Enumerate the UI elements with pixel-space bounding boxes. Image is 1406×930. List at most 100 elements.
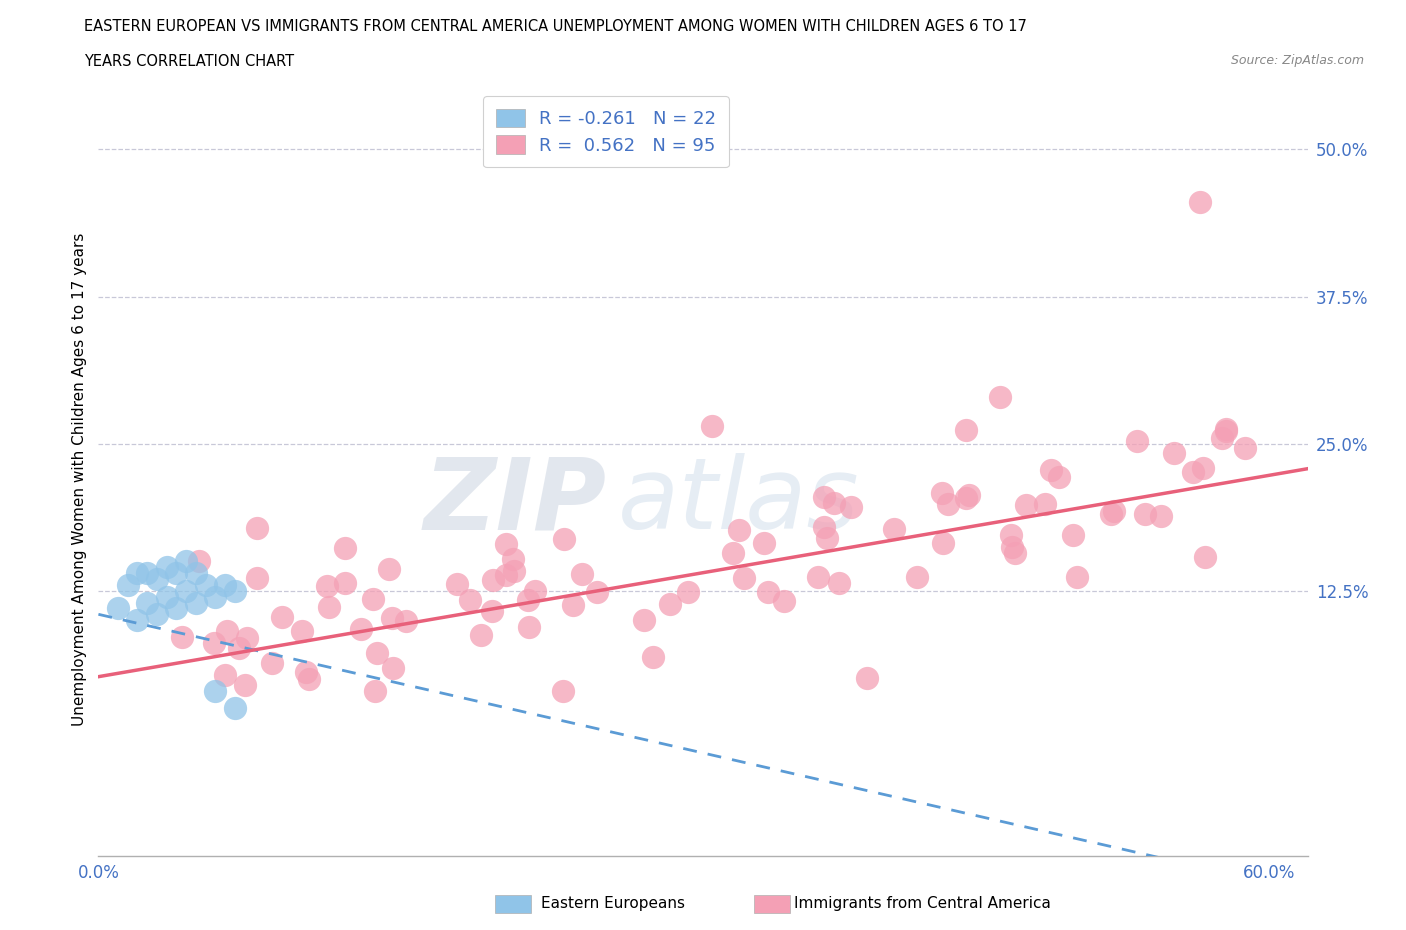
Point: [107, 601, 129, 616]
Point: [156, 590, 179, 604]
Point: [335, 540, 357, 555]
Point: [335, 576, 357, 591]
Point: [955, 490, 977, 505]
Point: [586, 585, 609, 600]
Point: [165, 565, 187, 580]
Text: YEARS CORRELATION CHART: YEARS CORRELATION CHART: [84, 54, 294, 69]
Point: [988, 390, 1011, 405]
Point: [224, 583, 246, 598]
Y-axis label: Unemployment Among Women with Children Ages 6 to 17 years: Unemployment Among Women with Children A…: [72, 232, 87, 725]
Text: Source: ZipAtlas.com: Source: ZipAtlas.com: [1230, 54, 1364, 67]
Point: [1233, 441, 1256, 456]
Point: [502, 551, 524, 566]
Point: [702, 418, 724, 433]
Text: Eastern Europeans: Eastern Europeans: [541, 897, 685, 911]
Point: [813, 520, 835, 535]
Point: [204, 684, 226, 698]
Point: [194, 578, 217, 592]
Point: [1133, 507, 1156, 522]
Point: [262, 656, 284, 671]
Point: [377, 562, 399, 577]
Point: [297, 672, 319, 687]
Point: [641, 650, 664, 665]
Point: [1150, 509, 1173, 524]
Point: [165, 601, 187, 616]
Point: [1062, 527, 1084, 542]
Point: [938, 497, 960, 512]
Point: [156, 560, 179, 575]
Point: [246, 521, 269, 536]
Point: [1163, 445, 1185, 460]
Point: [361, 591, 384, 606]
Point: [932, 535, 955, 550]
Point: [245, 570, 267, 585]
Point: [721, 546, 744, 561]
Point: [517, 619, 540, 634]
Point: [136, 565, 159, 580]
Point: [1066, 569, 1088, 584]
Point: [470, 628, 492, 643]
Point: [495, 567, 517, 582]
Point: [364, 684, 387, 698]
Point: [481, 604, 503, 618]
Point: [174, 554, 197, 569]
Point: [224, 701, 246, 716]
Point: [1004, 545, 1026, 560]
Point: [446, 577, 468, 591]
Point: [815, 531, 838, 546]
Point: [1047, 470, 1070, 485]
Point: [676, 584, 699, 599]
Legend: R = -0.261   N = 22, R =  0.562   N = 95: R = -0.261 N = 22, R = 0.562 N = 95: [484, 97, 730, 167]
Point: [1215, 423, 1237, 438]
Point: [813, 490, 835, 505]
Point: [1125, 433, 1147, 448]
Point: [807, 569, 830, 584]
Point: [458, 592, 481, 607]
Point: [117, 578, 139, 592]
Point: [1211, 431, 1233, 445]
Point: [1033, 497, 1056, 512]
Point: [905, 569, 928, 584]
Point: [659, 596, 682, 611]
Text: Immigrants from Central America: Immigrants from Central America: [794, 897, 1052, 911]
Point: [756, 584, 779, 599]
Point: [214, 668, 236, 683]
Point: [633, 613, 655, 628]
Point: [214, 578, 236, 592]
Point: [481, 573, 503, 588]
Point: [1015, 498, 1038, 512]
Point: [1000, 528, 1022, 543]
Point: [350, 621, 373, 636]
Point: [202, 635, 225, 650]
Point: [215, 624, 238, 639]
Point: [395, 614, 418, 629]
Point: [184, 565, 207, 580]
Point: [553, 531, 575, 546]
Point: [172, 630, 194, 644]
Point: [316, 578, 339, 593]
Point: [136, 595, 159, 610]
Text: atlas: atlas: [619, 453, 860, 550]
Point: [318, 599, 340, 614]
Point: [1099, 506, 1122, 521]
Point: [855, 671, 877, 685]
Point: [366, 645, 388, 660]
Point: [955, 422, 977, 437]
Point: [883, 522, 905, 537]
Point: [823, 496, 845, 511]
Point: [1102, 503, 1125, 518]
Point: [931, 485, 953, 500]
Point: [957, 487, 980, 502]
Point: [174, 583, 197, 598]
Point: [228, 641, 250, 656]
Point: [551, 684, 574, 698]
Point: [733, 570, 755, 585]
Point: [495, 537, 517, 551]
Point: [291, 623, 314, 638]
Point: [517, 592, 540, 607]
Point: [773, 593, 796, 608]
Point: [1001, 539, 1024, 554]
Point: [271, 610, 294, 625]
Text: ZIP: ZIP: [423, 453, 606, 550]
Point: [381, 660, 404, 675]
